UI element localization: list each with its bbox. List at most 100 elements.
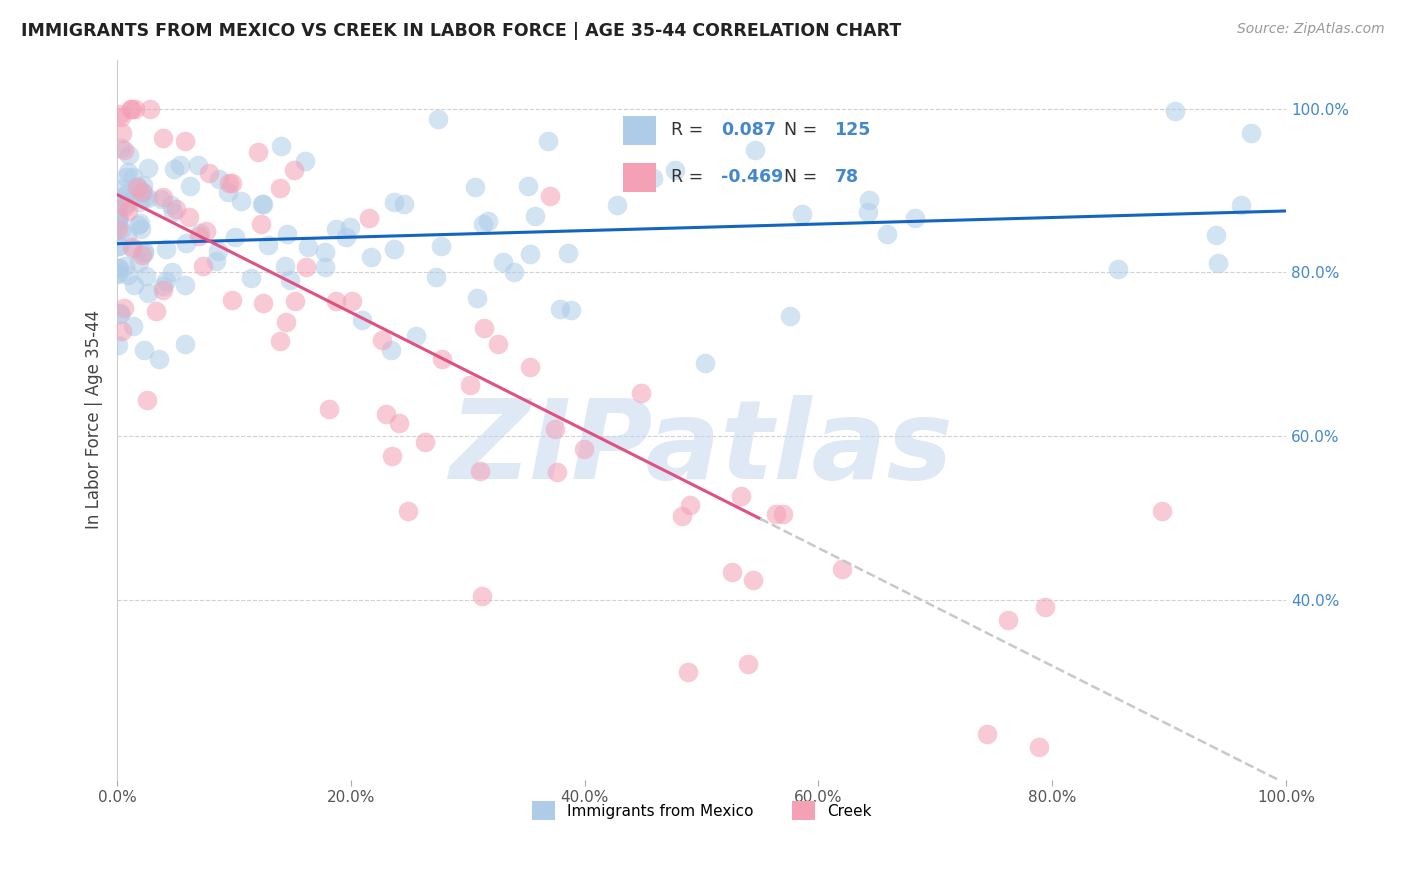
Point <box>125 179 148 194</box>
Point <box>121 240 143 254</box>
Point <box>269 181 291 195</box>
Point <box>121 318 143 333</box>
Point <box>132 343 155 358</box>
Text: ZIPatlas: ZIPatlas <box>450 395 953 502</box>
Point <box>127 180 149 194</box>
Point <box>107 266 129 280</box>
Point <box>297 240 319 254</box>
Point <box>173 277 195 292</box>
Point <box>544 422 567 436</box>
Point <box>997 613 1019 627</box>
Point <box>198 166 221 180</box>
Point <box>339 220 361 235</box>
Point <box>114 199 136 213</box>
Point <box>641 171 664 186</box>
Point <box>152 190 174 204</box>
Point <box>427 112 450 127</box>
Point <box>221 293 243 307</box>
Point <box>134 191 156 205</box>
Point <box>110 196 132 211</box>
Point <box>136 161 159 175</box>
Point <box>560 302 582 317</box>
Point <box>188 227 211 241</box>
Point <box>127 218 149 232</box>
Y-axis label: In Labor Force | Age 35-44: In Labor Force | Age 35-44 <box>86 310 103 529</box>
Point <box>405 329 427 343</box>
Point <box>217 185 239 199</box>
Point <box>174 135 197 149</box>
Point <box>772 507 794 521</box>
Point <box>413 434 436 449</box>
Point <box>177 210 200 224</box>
Point <box>278 273 301 287</box>
Point <box>120 102 142 116</box>
Point <box>107 210 129 224</box>
Point <box>741 574 763 588</box>
Point <box>205 254 228 268</box>
Point <box>430 239 453 253</box>
Point <box>630 386 652 401</box>
Point <box>174 235 197 250</box>
Point <box>252 197 274 211</box>
Point <box>122 169 145 184</box>
Point <box>117 195 139 210</box>
Point <box>477 214 499 228</box>
Point <box>129 216 152 230</box>
Point <box>606 198 628 212</box>
Point <box>1205 228 1227 243</box>
Point <box>107 217 129 231</box>
Point <box>1240 126 1263 140</box>
Point <box>166 202 188 217</box>
Point <box>162 265 184 279</box>
Point <box>152 279 174 293</box>
Point <box>465 291 488 305</box>
Point <box>904 211 927 226</box>
Point <box>1164 103 1187 118</box>
Point <box>110 126 132 140</box>
Point <box>276 227 298 241</box>
Point <box>375 407 398 421</box>
Point <box>382 242 405 256</box>
Point <box>470 589 492 603</box>
Point <box>160 198 183 212</box>
Point <box>108 306 131 320</box>
Point <box>1033 600 1056 615</box>
Point <box>295 260 318 274</box>
Point <box>744 143 766 157</box>
Point <box>108 307 131 321</box>
Point <box>131 185 153 199</box>
Point <box>270 139 292 153</box>
Point <box>572 442 595 456</box>
Point <box>218 176 240 190</box>
Point <box>114 259 136 273</box>
Point <box>325 221 347 235</box>
Point <box>831 562 853 576</box>
Point <box>523 209 546 223</box>
Point <box>730 489 752 503</box>
Point <box>252 296 274 310</box>
Point <box>110 223 132 237</box>
Point <box>135 269 157 284</box>
Point <box>464 180 486 194</box>
Point <box>1107 262 1129 277</box>
Point <box>207 244 229 258</box>
Point <box>679 498 702 512</box>
Point <box>111 324 134 338</box>
Text: IMMIGRANTS FROM MEXICO VS CREEK IN LABOR FORCE | AGE 35-44 CORRELATION CHART: IMMIGRANTS FROM MEXICO VS CREEK IN LABOR… <box>21 22 901 40</box>
Point <box>325 294 347 309</box>
Point <box>120 102 142 116</box>
Point <box>247 145 270 160</box>
Point <box>110 111 132 125</box>
Point <box>381 450 404 464</box>
Point <box>858 193 880 207</box>
Point <box>790 206 813 220</box>
Point <box>1028 739 1050 754</box>
Point <box>314 260 336 274</box>
Point <box>695 356 717 370</box>
Point <box>150 192 173 206</box>
Point <box>128 195 150 210</box>
Point <box>114 187 136 202</box>
Point <box>122 277 145 292</box>
Point <box>131 185 153 199</box>
Point <box>471 218 494 232</box>
